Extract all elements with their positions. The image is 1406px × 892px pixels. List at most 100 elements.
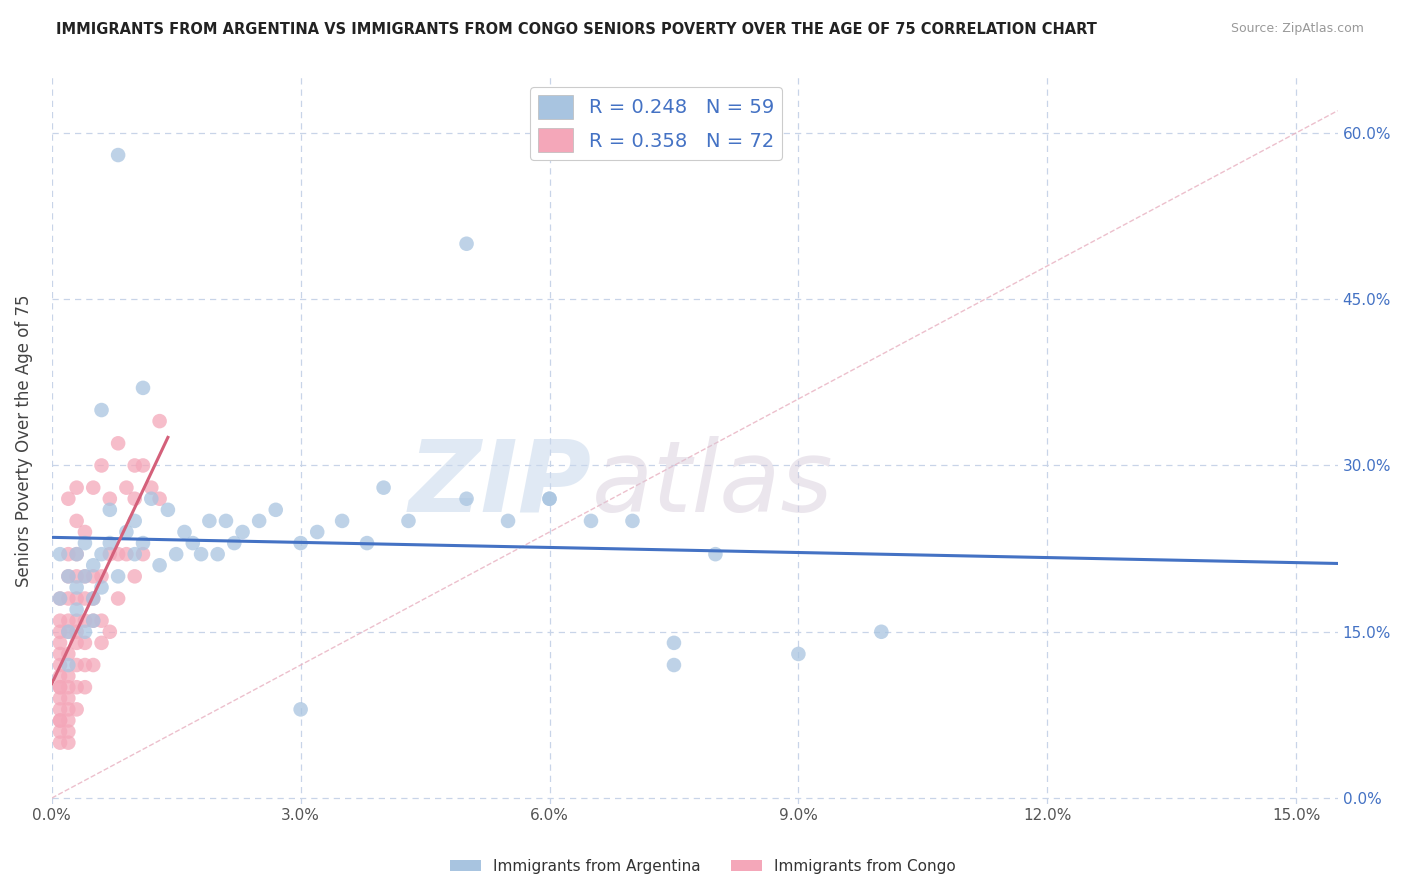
Point [58,591,80,606]
Point [115,481,138,495]
Point [66,702,89,716]
Point [49,591,72,606]
Point [107,569,129,583]
Point [73,569,96,583]
Point [132,458,155,473]
Point [156,503,179,517]
Text: IMMIGRANTS FROM ARGENTINA VS IMMIGRANTS FROM CONGO SENIORS POVERTY OVER THE AGE : IMMIGRANTS FROM ARGENTINA VS IMMIGRANTS … [56,22,1097,37]
Point [124,547,146,561]
Point [98,536,121,550]
Point [58,736,80,750]
Point [190,547,212,561]
Point [173,524,195,539]
Point [456,236,478,251]
Point [73,569,96,583]
Legend: R = 0.248   N = 59, R = 0.358   N = 72: R = 0.248 N = 59, R = 0.358 N = 72 [530,87,782,160]
Point [58,491,80,506]
Point [662,658,685,673]
Point [66,514,89,528]
Point [73,591,96,606]
Point [181,536,204,550]
Point [82,591,104,606]
Point [58,680,80,694]
Point [149,414,172,428]
Point [356,536,378,550]
Point [141,491,163,506]
Point [704,547,727,561]
Point [66,624,89,639]
Point [58,569,80,583]
Legend: Immigrants from Argentina, Immigrants from Congo: Immigrants from Argentina, Immigrants fr… [444,853,962,880]
Point [49,702,72,716]
Point [662,636,685,650]
Point [307,524,329,539]
Point [538,491,561,506]
Point [58,724,80,739]
Point [66,636,89,650]
Point [82,591,104,606]
Point [73,536,96,550]
Point [66,569,89,583]
Point [58,614,80,628]
Text: atlas: atlas [592,435,834,533]
Point [82,558,104,573]
Point [73,636,96,650]
Point [149,558,172,573]
Point [49,669,72,683]
Point [107,148,129,162]
Point [456,491,478,506]
Point [132,547,155,561]
Point [124,514,146,528]
Point [49,614,72,628]
Point [66,614,89,628]
Point [107,436,129,450]
Point [107,591,129,606]
Point [207,547,229,561]
Point [58,658,80,673]
Point [58,624,80,639]
Point [247,514,270,528]
Point [58,714,80,728]
Point [90,614,112,628]
Point [49,647,72,661]
Point [58,647,80,661]
Point [90,403,112,417]
Point [290,536,312,550]
Point [66,547,89,561]
Point [165,547,187,561]
Point [73,524,96,539]
Point [90,581,112,595]
Point [330,514,353,528]
Point [82,481,104,495]
Point [107,547,129,561]
Point [82,569,104,583]
Point [58,547,80,561]
Y-axis label: Seniors Poverty Over the Age of 75: Seniors Poverty Over the Age of 75 [15,294,32,587]
Point [66,591,89,606]
Point [115,524,138,539]
Point [58,624,80,639]
Point [787,647,810,661]
Point [224,536,246,550]
Point [49,591,72,606]
Point [58,569,80,583]
Point [73,624,96,639]
Point [49,680,72,694]
Point [98,491,121,506]
Point [49,724,72,739]
Point [66,680,89,694]
Point [58,669,80,683]
Point [49,691,72,706]
Point [621,514,644,528]
Point [124,569,146,583]
Point [49,736,72,750]
Point [58,702,80,716]
Point [66,658,89,673]
Point [290,702,312,716]
Point [124,458,146,473]
Point [870,624,893,639]
Point [98,624,121,639]
Point [66,581,89,595]
Point [49,714,72,728]
Point [538,491,561,506]
